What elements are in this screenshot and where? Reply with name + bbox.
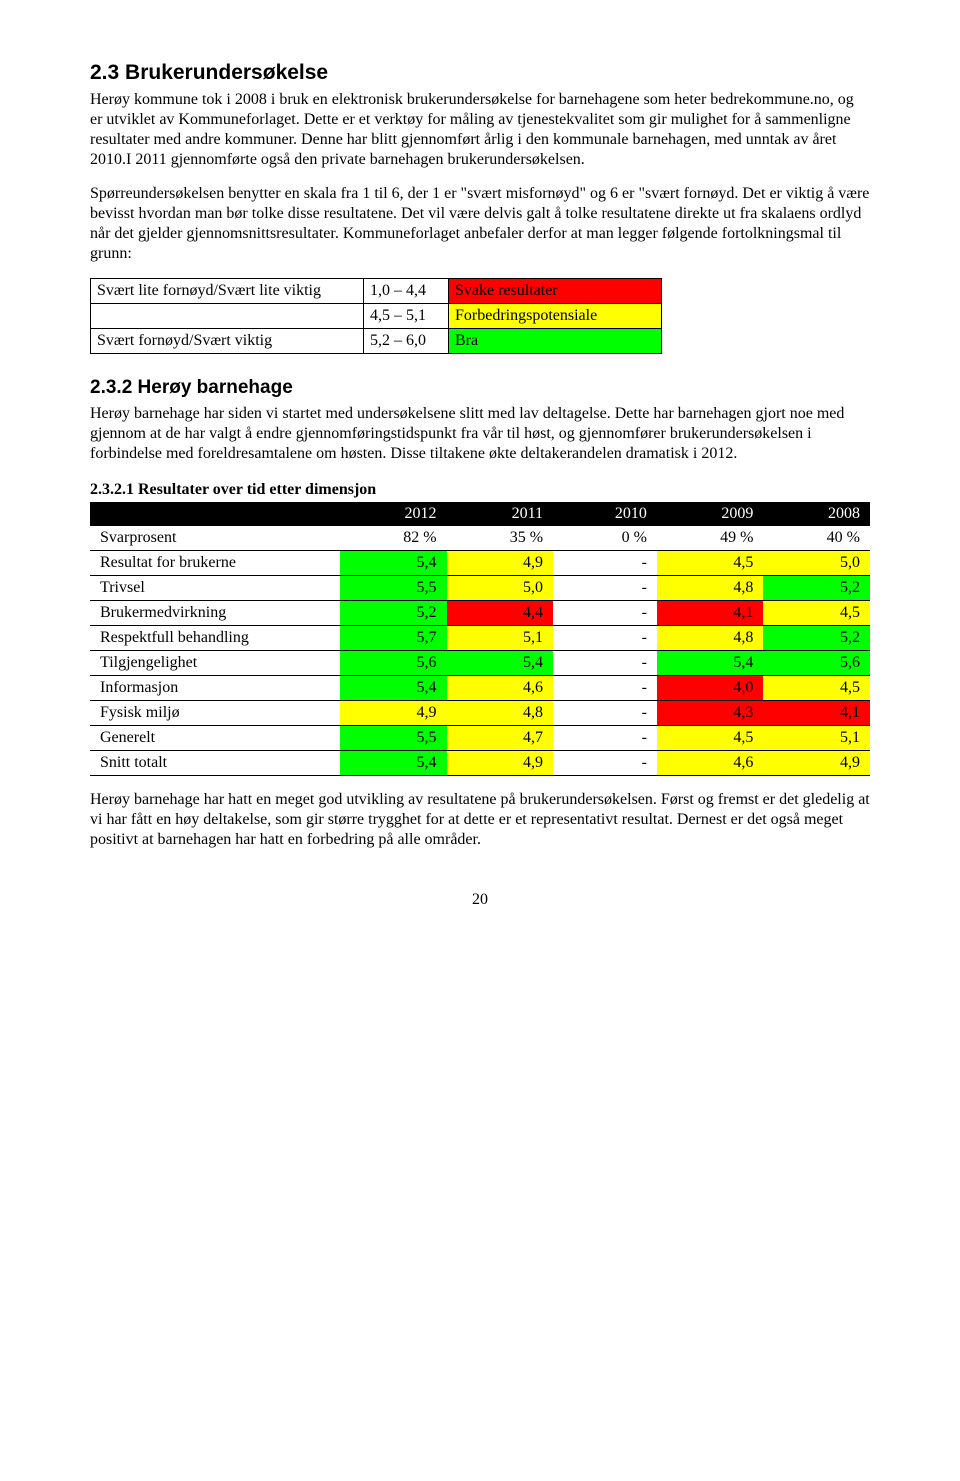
results-cell: 5,7 [340,626,447,651]
results-cell: 4,5 [763,601,870,626]
results-cell: 5,4 [340,751,447,776]
results-cell: 4,3 [657,701,764,726]
legend-label [91,304,364,329]
table-row: Respektfull behandling5,75,1-4,85,2 [90,626,870,651]
results-cell: - [553,576,657,601]
legend-range: 1,0 – 4,4 [364,279,449,304]
results-cell: - [553,651,657,676]
section-paragraph-1: Herøy kommune tok i 2008 i bruk en elekt… [90,90,870,170]
results-cell: 5,2 [763,576,870,601]
closing-paragraph: Herøy barnehage har hatt en meget god ut… [90,790,870,850]
results-cell: 4,8 [657,626,764,651]
results-cell: - [553,676,657,701]
results-cell: 5,0 [447,576,554,601]
results-cell: 5,0 [763,551,870,576]
results-header-year: 2012 [340,502,447,526]
results-cell: 4,5 [657,726,764,751]
page-number: 20 [90,890,870,910]
table-row: Generelt5,54,7-4,55,1 [90,726,870,751]
section-paragraph-2: Spørreundersøkelsen benytter en skala fr… [90,184,870,264]
results-cell: 4,6 [657,751,764,776]
results-cell: 4,4 [447,601,554,626]
table-row: Tilgjengelighet5,65,4-5,45,6 [90,651,870,676]
subsection-heading: 2.3.2 Herøy barnehage [90,376,870,400]
legend-label: Svært fornøyd/Svært viktig [91,329,364,354]
results-cell: 82 % [340,526,447,551]
results-cell: 5,4 [447,651,554,676]
results-row-label: Resultat for brukerne [90,551,340,576]
results-cell: 35 % [447,526,554,551]
legend-desc: Bra [449,329,662,354]
results-cell: 5,6 [340,651,447,676]
table-row: Brukermedvirkning5,24,4-4,14,5 [90,601,870,626]
results-header-blank [90,502,340,526]
results-cell: 5,5 [340,576,447,601]
results-cell: 5,4 [340,551,447,576]
results-cell: 5,2 [763,626,870,651]
table-row: Trivsel5,55,0-4,85,2 [90,576,870,601]
results-cell: 5,6 [763,651,870,676]
results-cell: 4,6 [447,676,554,701]
section-heading: 2.3 Brukerundersøkelse [90,60,870,86]
results-row-label: Tilgjengelighet [90,651,340,676]
results-heading: 2.3.2.1 Resultater over tid etter dimens… [90,480,870,500]
results-cell: 4,8 [447,701,554,726]
results-cell: 4,8 [657,576,764,601]
results-cell: 5,4 [340,676,447,701]
results-cell: 5,4 [657,651,764,676]
legend-desc: Forbedringspotensiale [449,304,662,329]
results-cell: 4,5 [763,676,870,701]
legend-row: Svært lite fornøyd/Svært lite viktig1,0 … [91,279,662,304]
results-row-label: Informasjon [90,676,340,701]
table-row: Snitt totalt5,44,9-4,64,9 [90,751,870,776]
legend-range: 5,2 – 6,0 [364,329,449,354]
legend-range: 4,5 – 5,1 [364,304,449,329]
results-row-label: Snitt totalt [90,751,340,776]
results-cell: 5,1 [447,626,554,651]
results-row-label: Svarprosent [90,526,340,551]
table-row: Informasjon5,44,6-4,04,5 [90,676,870,701]
results-cell: 4,7 [447,726,554,751]
results-cell: 4,9 [340,701,447,726]
results-row-label: Trivsel [90,576,340,601]
results-cell: - [553,601,657,626]
results-cell: - [553,701,657,726]
results-header-year: 2011 [447,502,554,526]
results-header-year: 2009 [657,502,764,526]
results-table: 20122011201020092008 Svarprosent82 %35 %… [90,502,870,776]
results-row-label: Generelt [90,726,340,751]
legend-table: Svært lite fornøyd/Svært lite viktig1,0 … [90,278,662,354]
results-cell: 4,1 [763,701,870,726]
results-header-year: 2010 [553,502,657,526]
results-cell: 4,1 [657,601,764,626]
results-cell: - [553,626,657,651]
results-row-label: Brukermedvirkning [90,601,340,626]
legend-row: Svært fornøyd/Svært viktig5,2 – 6,0Bra [91,329,662,354]
results-cell: 4,9 [447,551,554,576]
legend-desc: Svake resultater [449,279,662,304]
results-header-year: 2008 [763,502,870,526]
results-cell: - [553,551,657,576]
results-cell: 5,1 [763,726,870,751]
results-cell: 4,0 [657,676,764,701]
results-cell: 4,9 [447,751,554,776]
results-cell: - [553,726,657,751]
legend-row: 4,5 – 5,1Forbedringspotensiale [91,304,662,329]
results-row-label: Fysisk miljø [90,701,340,726]
results-cell: 5,5 [340,726,447,751]
results-cell: 5,2 [340,601,447,626]
table-row: Resultat for brukerne5,44,9-4,55,0 [90,551,870,576]
results-cell: 49 % [657,526,764,551]
results-row-label: Respektfull behandling [90,626,340,651]
results-cell: 4,9 [763,751,870,776]
table-row: Svarprosent82 %35 %0 %49 %40 % [90,526,870,551]
subsection-paragraph-1: Herøy barnehage har siden vi startet med… [90,404,870,464]
legend-label: Svært lite fornøyd/Svært lite viktig [91,279,364,304]
results-cell: 40 % [763,526,870,551]
results-cell: - [553,751,657,776]
results-cell: 4,5 [657,551,764,576]
table-row: Fysisk miljø4,94,8-4,34,1 [90,701,870,726]
results-cell: 0 % [553,526,657,551]
